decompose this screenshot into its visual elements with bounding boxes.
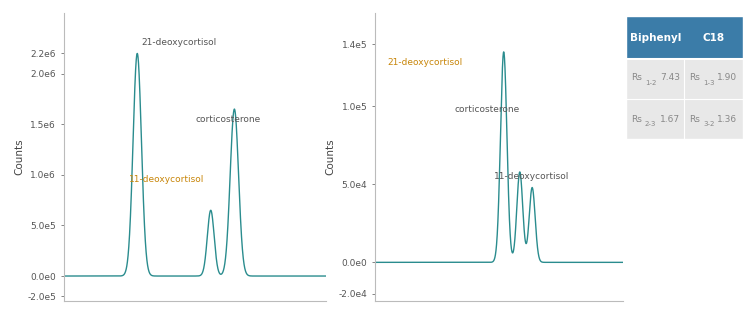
Text: Biphenyl: Biphenyl: [630, 33, 681, 43]
Text: 21-deoxycortisol: 21-deoxycortisol: [387, 58, 463, 67]
Text: 1.90: 1.90: [717, 73, 737, 82]
Y-axis label: Counts: Counts: [14, 139, 25, 176]
Text: 1.36: 1.36: [717, 114, 737, 123]
Text: 21-deoxycortisol: 21-deoxycortisol: [141, 38, 217, 47]
Text: 1-2: 1-2: [645, 80, 656, 86]
Text: Rs: Rs: [631, 114, 642, 123]
Text: corticosterone: corticosterone: [454, 105, 520, 114]
Text: 1-3: 1-3: [703, 80, 715, 86]
Text: 1.67: 1.67: [660, 114, 680, 123]
Text: C18: C18: [702, 33, 724, 43]
Y-axis label: Counts: Counts: [326, 139, 336, 176]
Text: 7.43: 7.43: [660, 73, 680, 82]
Bar: [626, 16, 742, 59]
Text: 3-2: 3-2: [703, 121, 714, 127]
Text: 2-3: 2-3: [645, 121, 656, 127]
Bar: [626, 59, 742, 139]
Text: corticosterone: corticosterone: [195, 115, 260, 124]
Text: Rs: Rs: [689, 73, 700, 82]
Text: Rs: Rs: [631, 73, 642, 82]
Text: 11-deoxycortisol: 11-deoxycortisol: [494, 172, 569, 181]
Text: Rs: Rs: [689, 114, 700, 123]
Text: 11-deoxycortisol: 11-deoxycortisol: [129, 175, 205, 184]
